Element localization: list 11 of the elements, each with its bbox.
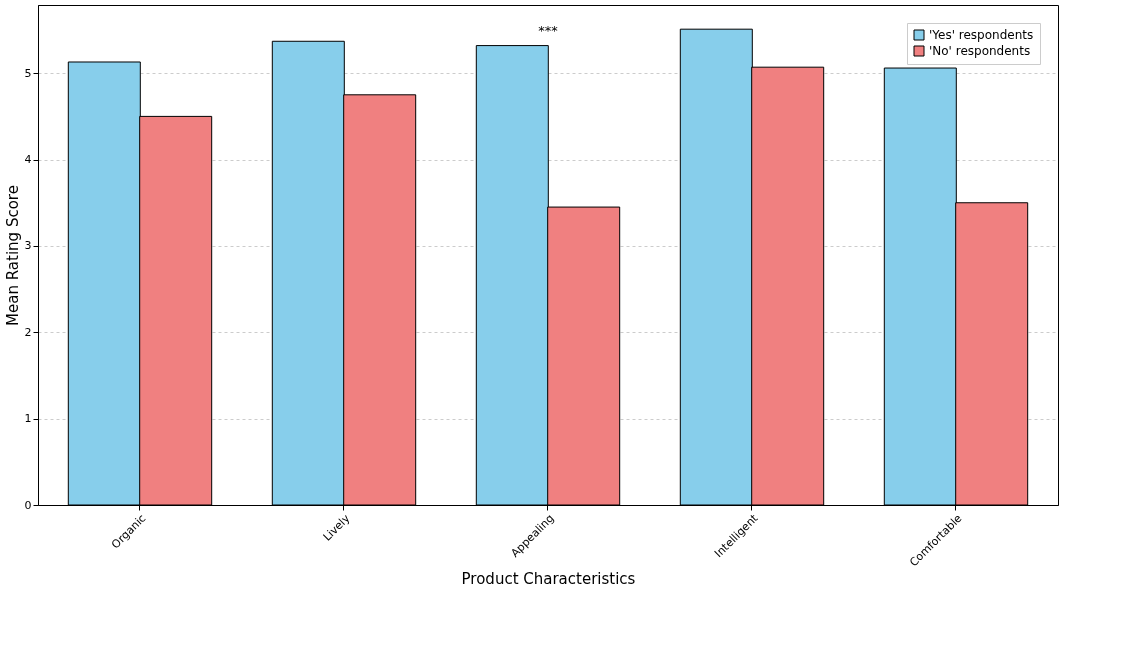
y-tick-label: 0 [24,498,32,512]
legend-label: 'No' respondents [929,44,1031,58]
y-tick-label: 3 [24,239,32,253]
y-tick-label: 1 [24,412,32,426]
y-tick-label: 4 [24,153,32,167]
y-axis-title: Mean Rating Score [3,185,22,326]
x-axis-title: Product Characteristics [461,570,636,589]
y-tick-label: 5 [24,66,32,80]
y-tick-label: 2 [24,325,32,339]
legend-label: 'Yes' respondents [929,28,1034,42]
annotation: *** [538,23,559,38]
